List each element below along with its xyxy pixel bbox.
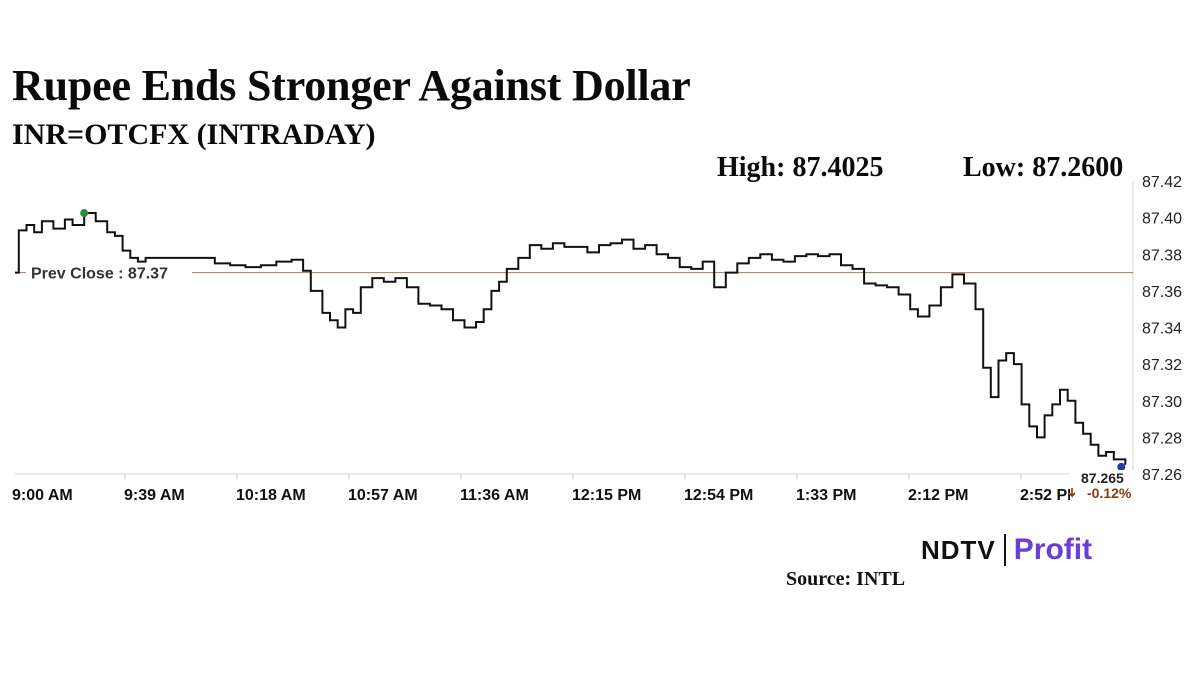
x-tick-label: 1:33 PM <box>796 487 856 504</box>
marker-layer: 87.265-0.12% <box>80 209 1135 506</box>
y-tick-label: 87.40 <box>1142 211 1182 228</box>
chart-frame <box>15 181 1134 475</box>
last-marker <box>1117 462 1126 471</box>
x-tick-label: 11:36 AM <box>460 487 529 504</box>
x-tick-label: 9:39 AM <box>124 487 185 504</box>
last-label-bg <box>1070 470 1135 506</box>
y-tick-label: 87.36 <box>1142 284 1182 301</box>
y-tick-label: 87.32 <box>1142 357 1182 374</box>
logo-divider <box>1003 534 1006 566</box>
x-tick-label: 12:15 PM <box>572 487 641 504</box>
logo-profit-text: Profit <box>1013 533 1093 566</box>
logo-ndtv-text: NDTV <box>921 534 996 565</box>
source-note: Source: INTL <box>786 568 906 590</box>
last-value-label: 87.265 <box>1081 470 1124 486</box>
x-tick-label: 2:52 PM <box>1020 487 1080 504</box>
change-label: -0.12% <box>1087 485 1132 501</box>
x-tick-label: 10:18 AM <box>236 487 306 504</box>
high-marker <box>80 209 89 218</box>
y-tick-label: 87.38 <box>1142 247 1182 264</box>
x-tick-label: 10:57 AM <box>348 487 418 504</box>
y-tick-label: 87.28 <box>1142 430 1182 447</box>
y-axis-labels: 87.42 87.40 87.38 87.36 87.34 87.32 87.30 87.28… <box>1142 174 1182 484</box>
price-line-layer <box>15 212 1127 465</box>
prev-close-label-bg <box>26 261 192 282</box>
prev-close-label: Prev Close : 87.37 <box>31 266 168 283</box>
chart-subtitle: INR=OTCFX (INTRADAY) <box>12 118 376 151</box>
high-value: High: 87.4025 <box>717 152 884 183</box>
y-tick-label: 87.42 <box>1142 174 1182 191</box>
low-value: Low: 87.2600 <box>963 152 1124 183</box>
x-tick-label: 2:12 PM <box>908 487 968 504</box>
x-tick-label: 12:54 PM <box>684 487 753 504</box>
chart-title: Rupee Ends Stronger Against Dollar <box>12 61 691 110</box>
x-tick-label: 9:00 AM <box>12 487 73 504</box>
ndtv-profit-logo: NDTV Profit <box>921 532 1092 568</box>
down-arrow-icon <box>1068 488 1076 498</box>
y-tick-label: 87.26 <box>1142 467 1182 484</box>
price-line <box>15 212 1127 465</box>
x-axis-labels: 9:00 AM 9:39 AM 10:18 AM 10:57 AM 11:36 AM 12… <box>12 474 1134 504</box>
y-tick-label: 87.34 <box>1142 321 1182 338</box>
prev-close-layer: Prev Close : 87.37 <box>15 261 1133 283</box>
y-tick-label: 87.30 <box>1142 394 1182 411</box>
